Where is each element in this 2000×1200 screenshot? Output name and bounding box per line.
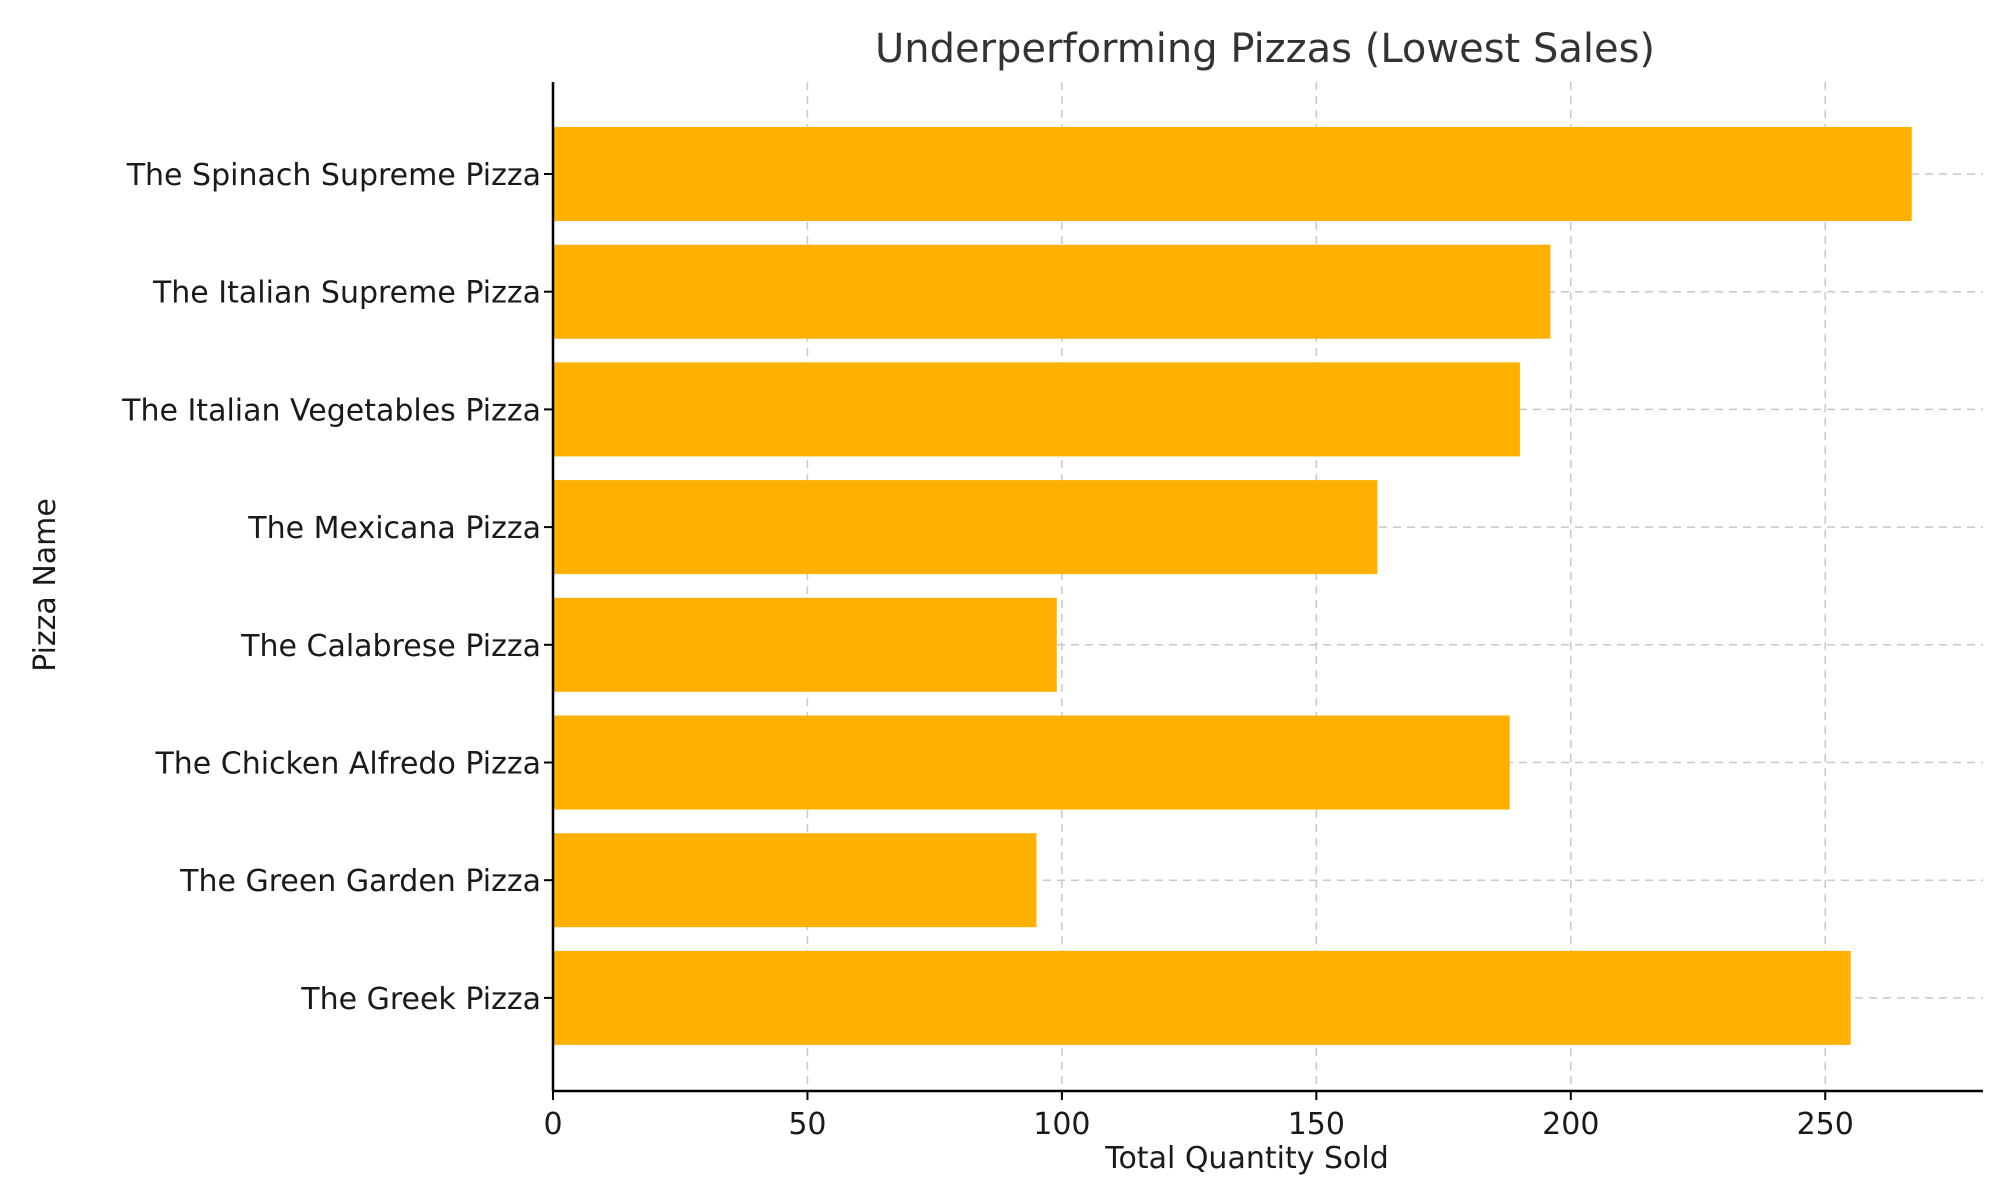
bar <box>553 244 1551 339</box>
y-tick-label: The Calabrese Pizza <box>240 629 541 664</box>
y-tick-label: The Italian Vegetables Pizza <box>121 393 541 428</box>
y-tick-label: The Chicken Alfredo Pizza <box>154 747 541 782</box>
x-axis-label: Total Quantity Sold <box>1104 1141 1389 1176</box>
axis-layer: 0 50 100 150 200 250 The Spinach Supreme Pizza… <box>121 82 1983 1142</box>
y-tick-label: The Italian Supreme Pizza <box>152 276 541 311</box>
bar-layer <box>553 127 1912 1045</box>
bar <box>553 127 1912 221</box>
y-axis-label: Pizza Name <box>28 498 63 672</box>
grid-layer <box>552 82 1983 1091</box>
x-tick-label: 100 <box>1033 1107 1090 1142</box>
bar <box>553 480 1378 575</box>
chart-title: Underperforming Pizzas (Lowest Sales) <box>875 26 1655 72</box>
y-tick-label: The Mexicana Pizza <box>247 511 541 546</box>
bar <box>553 950 1851 1045</box>
x-tick-label: 150 <box>1288 1107 1345 1142</box>
y-tick-label: The Green Garden Pizza <box>179 864 541 899</box>
bar <box>553 597 1057 692</box>
x-tick-label: 200 <box>1542 1107 1599 1142</box>
x-tick-label: 250 <box>1797 1107 1854 1142</box>
y-tick-label: The Spinach Supreme Pizza <box>126 158 541 193</box>
x-tick-label: 0 <box>543 1107 562 1142</box>
bar <box>553 362 1520 457</box>
x-tick-label: 50 <box>788 1107 826 1142</box>
y-tick-label: The Greek Pizza <box>300 982 541 1017</box>
bar <box>553 715 1510 810</box>
bar <box>553 833 1037 928</box>
